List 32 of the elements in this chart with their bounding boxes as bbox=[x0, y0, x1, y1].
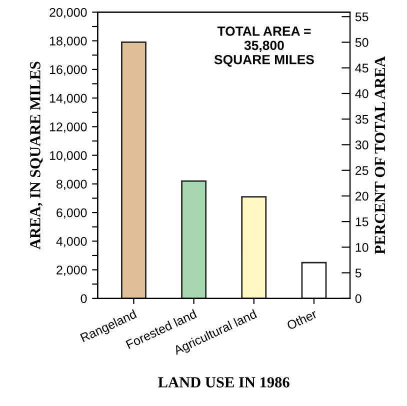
y-tick-label: 18,000 bbox=[50, 36, 87, 47]
y2-tick-label: 40 bbox=[355, 89, 368, 98]
y-tick-label: 10,000 bbox=[50, 151, 87, 162]
y2-tick-label: 45 bbox=[355, 64, 368, 73]
y-tick-label: 6,000 bbox=[56, 208, 87, 219]
y-tick-label: 0 bbox=[80, 294, 87, 304]
bar bbox=[181, 180, 207, 298]
y2-tick-label: 20 bbox=[356, 192, 368, 201]
bar bbox=[121, 42, 146, 298]
y2-tick-label: 0 bbox=[355, 294, 362, 304]
y-tick-label: 14,000 bbox=[50, 94, 87, 104]
y-tick-label: 4,000 bbox=[56, 236, 87, 248]
y2-tick-label: 50 bbox=[355, 38, 368, 47]
y2-tick-label: 55 bbox=[355, 12, 368, 22]
y2-axis-title: PERCENT OF TOTAL AREA bbox=[374, 56, 386, 254]
y2-tick-label: 10 bbox=[356, 242, 368, 252]
x-axis-title: LAND USE IN 1986 bbox=[158, 377, 290, 388]
y2-tick-label: 35 bbox=[355, 114, 368, 124]
y-tick-label: 8,000 bbox=[56, 180, 87, 190]
y2-tick-label: 30 bbox=[355, 140, 368, 150]
y-tick-label: 2,000 bbox=[56, 266, 87, 276]
annotation: TOTAL AREA = 35,800 SQUARE MILES bbox=[214, 26, 314, 67]
y-tick-label: 16,000 bbox=[50, 65, 87, 76]
bar bbox=[241, 196, 267, 298]
y-tick-label: 12,000 bbox=[50, 122, 87, 133]
y-axis-title: AREA, IN SQUARE MILES bbox=[30, 62, 43, 250]
y2-tick-label: 25 bbox=[356, 166, 368, 175]
y2-tick-label: 15 bbox=[356, 217, 368, 226]
y-tick-label: 20,000 bbox=[50, 8, 87, 18]
bar bbox=[301, 262, 327, 298]
x-tick-label: Other bbox=[286, 308, 318, 330]
y2-tick-label: 5 bbox=[355, 268, 362, 278]
